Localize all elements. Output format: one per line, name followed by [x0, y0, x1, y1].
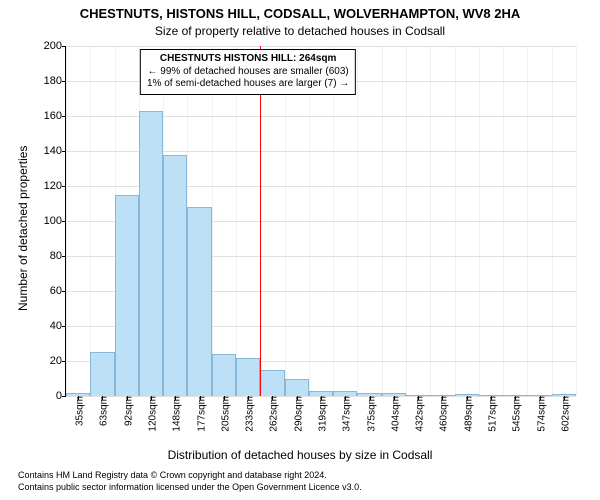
xtick-label: 35sqm	[71, 396, 86, 426]
xtick-label: 432sqm	[411, 396, 426, 432]
attribution-line1: Contains HM Land Registry data © Crown c…	[18, 470, 327, 480]
histogram-chart: 02040608010012014016018020035sqm63sqm92s…	[65, 46, 576, 397]
ytick-label: 40	[50, 320, 66, 332]
gridline-v	[576, 46, 577, 396]
histogram-bar	[163, 155, 187, 397]
attribution-line2: Contains public sector information licen…	[18, 482, 362, 492]
x-axis-label: Distribution of detached houses by size …	[0, 448, 600, 462]
xtick-label: 92sqm	[119, 396, 134, 426]
chart-title: CHESTNUTS, HISTONS HILL, CODSALL, WOLVER…	[0, 6, 600, 21]
ytick-label: 160	[44, 110, 66, 122]
xtick-label: 120sqm	[144, 396, 159, 432]
xtick-label: 404sqm	[386, 396, 401, 432]
xtick-label: 574sqm	[532, 396, 547, 432]
xtick-label: 262sqm	[265, 396, 280, 432]
gridline-h	[66, 46, 576, 47]
xtick-label: 489sqm	[459, 396, 474, 432]
ytick-label: 100	[44, 215, 66, 227]
y-axis-label: Number of detached properties	[16, 146, 30, 311]
ytick-label: 140	[44, 145, 66, 157]
chart-subtitle: Size of property relative to detached ho…	[0, 24, 600, 38]
xtick-label: 517sqm	[484, 396, 499, 432]
annotation-line2: ← 99% of detached houses are smaller (60…	[147, 66, 349, 79]
xtick-label: 545sqm	[508, 396, 523, 432]
xtick-label: 347sqm	[338, 396, 353, 432]
xtick-label: 63sqm	[95, 396, 110, 426]
histogram-bar	[236, 358, 260, 397]
xtick-label: 375sqm	[362, 396, 377, 432]
xtick-label: 205sqm	[216, 396, 231, 432]
xtick-label: 290sqm	[289, 396, 304, 432]
annotation-line1: CHESTNUTS HISTONS HILL: 264sqm	[147, 53, 349, 66]
reference-line	[260, 46, 261, 396]
histogram-bar	[285, 379, 309, 397]
ytick-label: 20	[50, 355, 66, 367]
xtick-label: 177sqm	[192, 396, 207, 432]
xtick-label: 233sqm	[241, 396, 256, 432]
xtick-label: 460sqm	[435, 396, 450, 432]
ytick-label: 200	[44, 40, 66, 52]
histogram-bar	[260, 370, 284, 396]
ytick-label: 80	[50, 250, 66, 262]
ytick-label: 0	[56, 390, 66, 402]
xtick-label: 148sqm	[168, 396, 183, 432]
attribution-text: Contains HM Land Registry data © Crown c…	[18, 470, 362, 493]
xtick-label: 319sqm	[314, 396, 329, 432]
histogram-bar	[139, 111, 163, 396]
histogram-bar	[187, 207, 211, 396]
ytick-label: 120	[44, 180, 66, 192]
histogram-bar	[212, 354, 236, 396]
ytick-label: 180	[44, 75, 66, 87]
annotation-line3: 1% of semi-detached houses are larger (7…	[147, 78, 349, 91]
annotation-box: CHESTNUTS HISTONS HILL: 264sqm← 99% of d…	[140, 49, 356, 95]
histogram-bar	[90, 352, 114, 396]
ytick-label: 60	[50, 285, 66, 297]
histogram-bar	[115, 195, 139, 396]
xtick-label: 602sqm	[556, 396, 571, 432]
